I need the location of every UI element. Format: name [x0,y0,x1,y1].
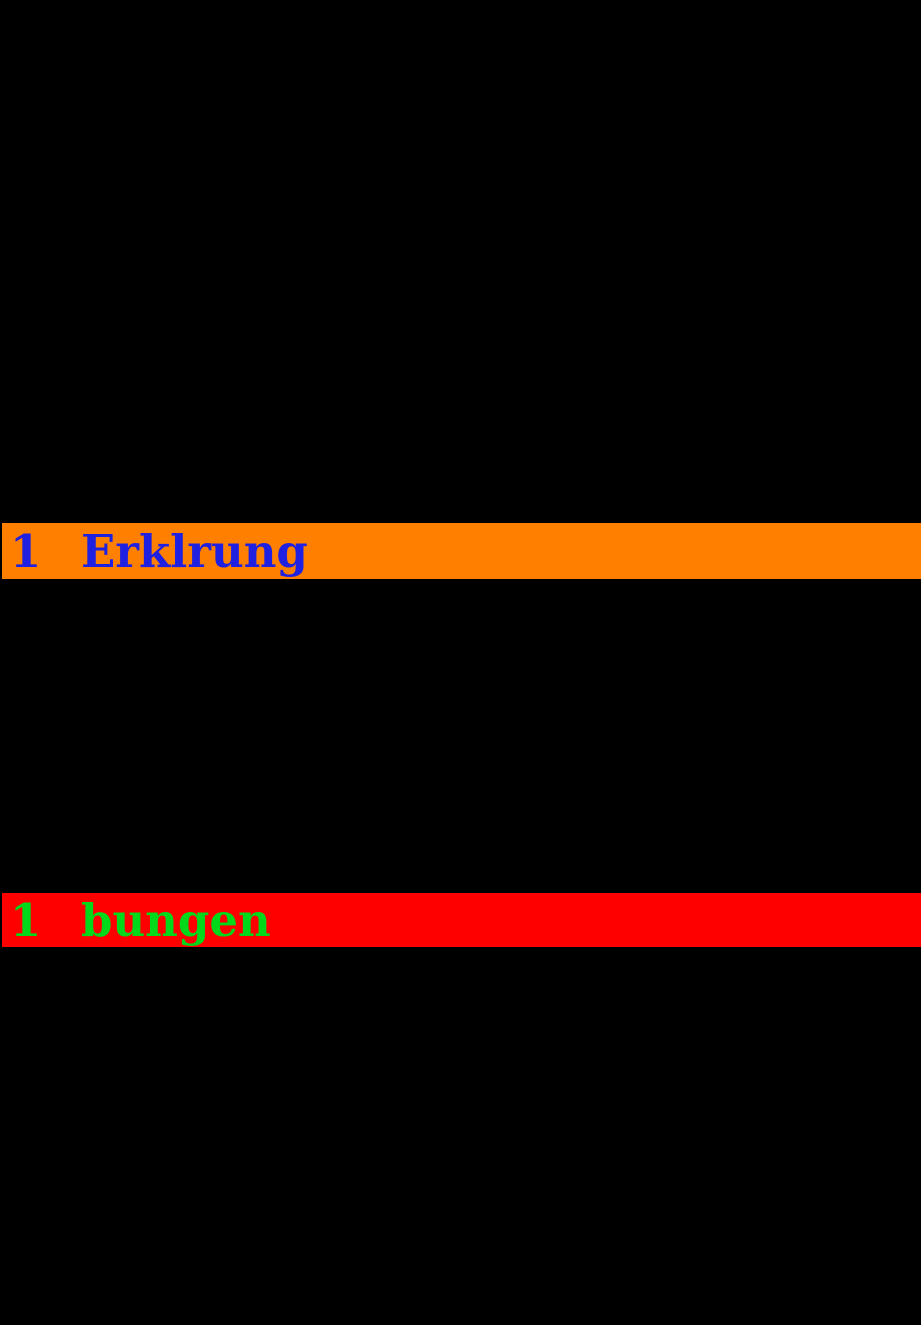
section-number: 1 [10,524,42,578]
section-number: 1 [10,893,42,947]
section-heading-bungen: 1 bungen [0,893,921,947]
section-heading-erklrung: 1 Erklrung [0,523,921,579]
section-title: bungen [81,893,271,947]
section-title: Erklrung [81,524,308,578]
